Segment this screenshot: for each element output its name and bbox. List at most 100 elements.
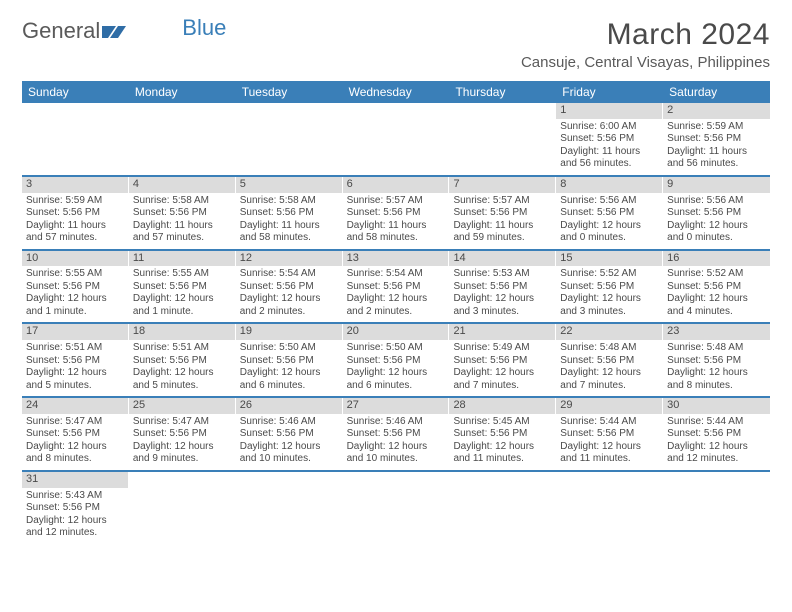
daylight-text: Daylight: 12 hours and 1 minute. (26, 293, 125, 318)
day-cell: 13Sunrise: 5:54 AMSunset: 5:56 PMDayligh… (343, 251, 450, 323)
sunrise-text: Sunrise: 5:52 AM (667, 268, 766, 281)
daylight-text: Daylight: 11 hours and 58 minutes. (240, 220, 339, 245)
sunset-text: Sunset: 5:56 PM (560, 281, 659, 294)
day-cell: 18Sunrise: 5:51 AMSunset: 5:56 PMDayligh… (129, 324, 236, 396)
sunrise-text: Sunrise: 5:56 AM (667, 195, 766, 208)
day-cell: 11Sunrise: 5:55 AMSunset: 5:56 PMDayligh… (129, 251, 236, 323)
day-number (343, 103, 450, 119)
day-content (663, 488, 770, 494)
day-cell (236, 103, 343, 175)
week-row: 31Sunrise: 5:43 AMSunset: 5:56 PMDayligh… (22, 472, 770, 544)
daylight-text: Daylight: 12 hours and 3 minutes. (453, 293, 552, 318)
day-content: Sunrise: 6:00 AMSunset: 5:56 PMDaylight:… (556, 119, 663, 175)
day-cell: 10Sunrise: 5:55 AMSunset: 5:56 PMDayligh… (22, 251, 129, 323)
day-content: Sunrise: 5:58 AMSunset: 5:56 PMDaylight:… (236, 193, 343, 249)
day-content: Sunrise: 5:44 AMSunset: 5:56 PMDaylight:… (556, 414, 663, 470)
day-cell (129, 472, 236, 544)
day-cell: 2Sunrise: 5:59 AMSunset: 5:56 PMDaylight… (663, 103, 770, 175)
day-cell (343, 103, 450, 175)
sunset-text: Sunset: 5:56 PM (347, 355, 446, 368)
day-content: Sunrise: 5:43 AMSunset: 5:56 PMDaylight:… (22, 488, 129, 544)
daylight-text: Daylight: 12 hours and 5 minutes. (26, 367, 125, 392)
daylight-text: Daylight: 12 hours and 6 minutes. (347, 367, 446, 392)
daylight-text: Daylight: 12 hours and 6 minutes. (240, 367, 339, 392)
sunrise-text: Sunrise: 5:59 AM (667, 121, 766, 134)
daylight-text: Daylight: 12 hours and 1 minute. (133, 293, 232, 318)
day-cell: 14Sunrise: 5:53 AMSunset: 5:56 PMDayligh… (449, 251, 556, 323)
day-number (449, 103, 556, 119)
week-row: 24Sunrise: 5:47 AMSunset: 5:56 PMDayligh… (22, 398, 770, 472)
day-number: 17 (22, 324, 129, 340)
sunset-text: Sunset: 5:56 PM (26, 281, 125, 294)
sunrise-text: Sunrise: 5:51 AM (133, 342, 232, 355)
daylight-text: Daylight: 12 hours and 12 minutes. (667, 441, 766, 466)
logo-text-1: General (22, 18, 100, 44)
day-content: Sunrise: 5:58 AMSunset: 5:56 PMDaylight:… (129, 193, 236, 249)
day-content: Sunrise: 5:49 AMSunset: 5:56 PMDaylight:… (449, 340, 556, 396)
week-row: 17Sunrise: 5:51 AMSunset: 5:56 PMDayligh… (22, 324, 770, 398)
daylight-text: Daylight: 12 hours and 11 minutes. (560, 441, 659, 466)
sunset-text: Sunset: 5:56 PM (453, 281, 552, 294)
title-area: March 2024 Cansuje, Central Visayas, Phi… (521, 18, 770, 71)
sunset-text: Sunset: 5:56 PM (347, 281, 446, 294)
day-cell (236, 472, 343, 544)
sunset-text: Sunset: 5:56 PM (667, 355, 766, 368)
day-cell: 26Sunrise: 5:46 AMSunset: 5:56 PMDayligh… (236, 398, 343, 470)
sunrise-text: Sunrise: 5:55 AM (133, 268, 232, 281)
day-number: 1 (556, 103, 663, 119)
day-number: 31 (22, 472, 129, 488)
day-number: 7 (449, 177, 556, 193)
sunset-text: Sunset: 5:56 PM (26, 355, 125, 368)
sunset-text: Sunset: 5:56 PM (667, 133, 766, 146)
sunrise-text: Sunrise: 5:45 AM (453, 416, 552, 429)
sunset-text: Sunset: 5:56 PM (667, 207, 766, 220)
sunset-text: Sunset: 5:56 PM (453, 355, 552, 368)
day-number: 9 (663, 177, 770, 193)
day-cell: 12Sunrise: 5:54 AMSunset: 5:56 PMDayligh… (236, 251, 343, 323)
day-cell: 28Sunrise: 5:45 AMSunset: 5:56 PMDayligh… (449, 398, 556, 470)
day-cell (663, 472, 770, 544)
day-number: 5 (236, 177, 343, 193)
day-header-cell: Wednesday (343, 81, 450, 103)
week-row: 3Sunrise: 5:59 AMSunset: 5:56 PMDaylight… (22, 177, 770, 251)
sunrise-text: Sunrise: 5:56 AM (560, 195, 659, 208)
daylight-text: Daylight: 12 hours and 7 minutes. (453, 367, 552, 392)
daylight-text: Daylight: 12 hours and 10 minutes. (240, 441, 339, 466)
calendar: SundayMondayTuesdayWednesdayThursdayFrid… (22, 81, 770, 544)
location-text: Cansuje, Central Visayas, Philippines (521, 54, 770, 71)
day-content: Sunrise: 5:45 AMSunset: 5:56 PMDaylight:… (449, 414, 556, 470)
day-content: Sunrise: 5:48 AMSunset: 5:56 PMDaylight:… (556, 340, 663, 396)
sunset-text: Sunset: 5:56 PM (347, 207, 446, 220)
day-number: 21 (449, 324, 556, 340)
day-number: 25 (129, 398, 236, 414)
sunset-text: Sunset: 5:56 PM (26, 428, 125, 441)
sunrise-text: Sunrise: 5:52 AM (560, 268, 659, 281)
day-content: Sunrise: 5:57 AMSunset: 5:56 PMDaylight:… (343, 193, 450, 249)
sunset-text: Sunset: 5:56 PM (560, 355, 659, 368)
logo: General Blue (22, 18, 226, 44)
day-content (129, 119, 236, 125)
day-number: 13 (343, 251, 450, 267)
day-content: Sunrise: 5:47 AMSunset: 5:56 PMDaylight:… (22, 414, 129, 470)
day-cell: 9Sunrise: 5:56 AMSunset: 5:56 PMDaylight… (663, 177, 770, 249)
daylight-text: Daylight: 11 hours and 57 minutes. (133, 220, 232, 245)
day-content (556, 488, 663, 494)
sunrise-text: Sunrise: 5:54 AM (347, 268, 446, 281)
daylight-text: Daylight: 12 hours and 8 minutes. (26, 441, 125, 466)
day-number: 23 (663, 324, 770, 340)
day-number: 19 (236, 324, 343, 340)
daylight-text: Daylight: 11 hours and 56 minutes. (667, 146, 766, 171)
day-cell: 27Sunrise: 5:46 AMSunset: 5:56 PMDayligh… (343, 398, 450, 470)
day-content: Sunrise: 5:54 AMSunset: 5:56 PMDaylight:… (343, 266, 450, 322)
sunset-text: Sunset: 5:56 PM (667, 281, 766, 294)
daylight-text: Daylight: 12 hours and 5 minutes. (133, 367, 232, 392)
sunset-text: Sunset: 5:56 PM (133, 281, 232, 294)
day-cell: 30Sunrise: 5:44 AMSunset: 5:56 PMDayligh… (663, 398, 770, 470)
sunset-text: Sunset: 5:56 PM (240, 207, 339, 220)
day-content: Sunrise: 5:50 AMSunset: 5:56 PMDaylight:… (343, 340, 450, 396)
sunrise-text: Sunrise: 5:58 AM (240, 195, 339, 208)
sunset-text: Sunset: 5:56 PM (347, 428, 446, 441)
sunrise-text: Sunrise: 5:48 AM (667, 342, 766, 355)
sunrise-text: Sunrise: 5:54 AM (240, 268, 339, 281)
logo-flag-icon (102, 18, 126, 44)
